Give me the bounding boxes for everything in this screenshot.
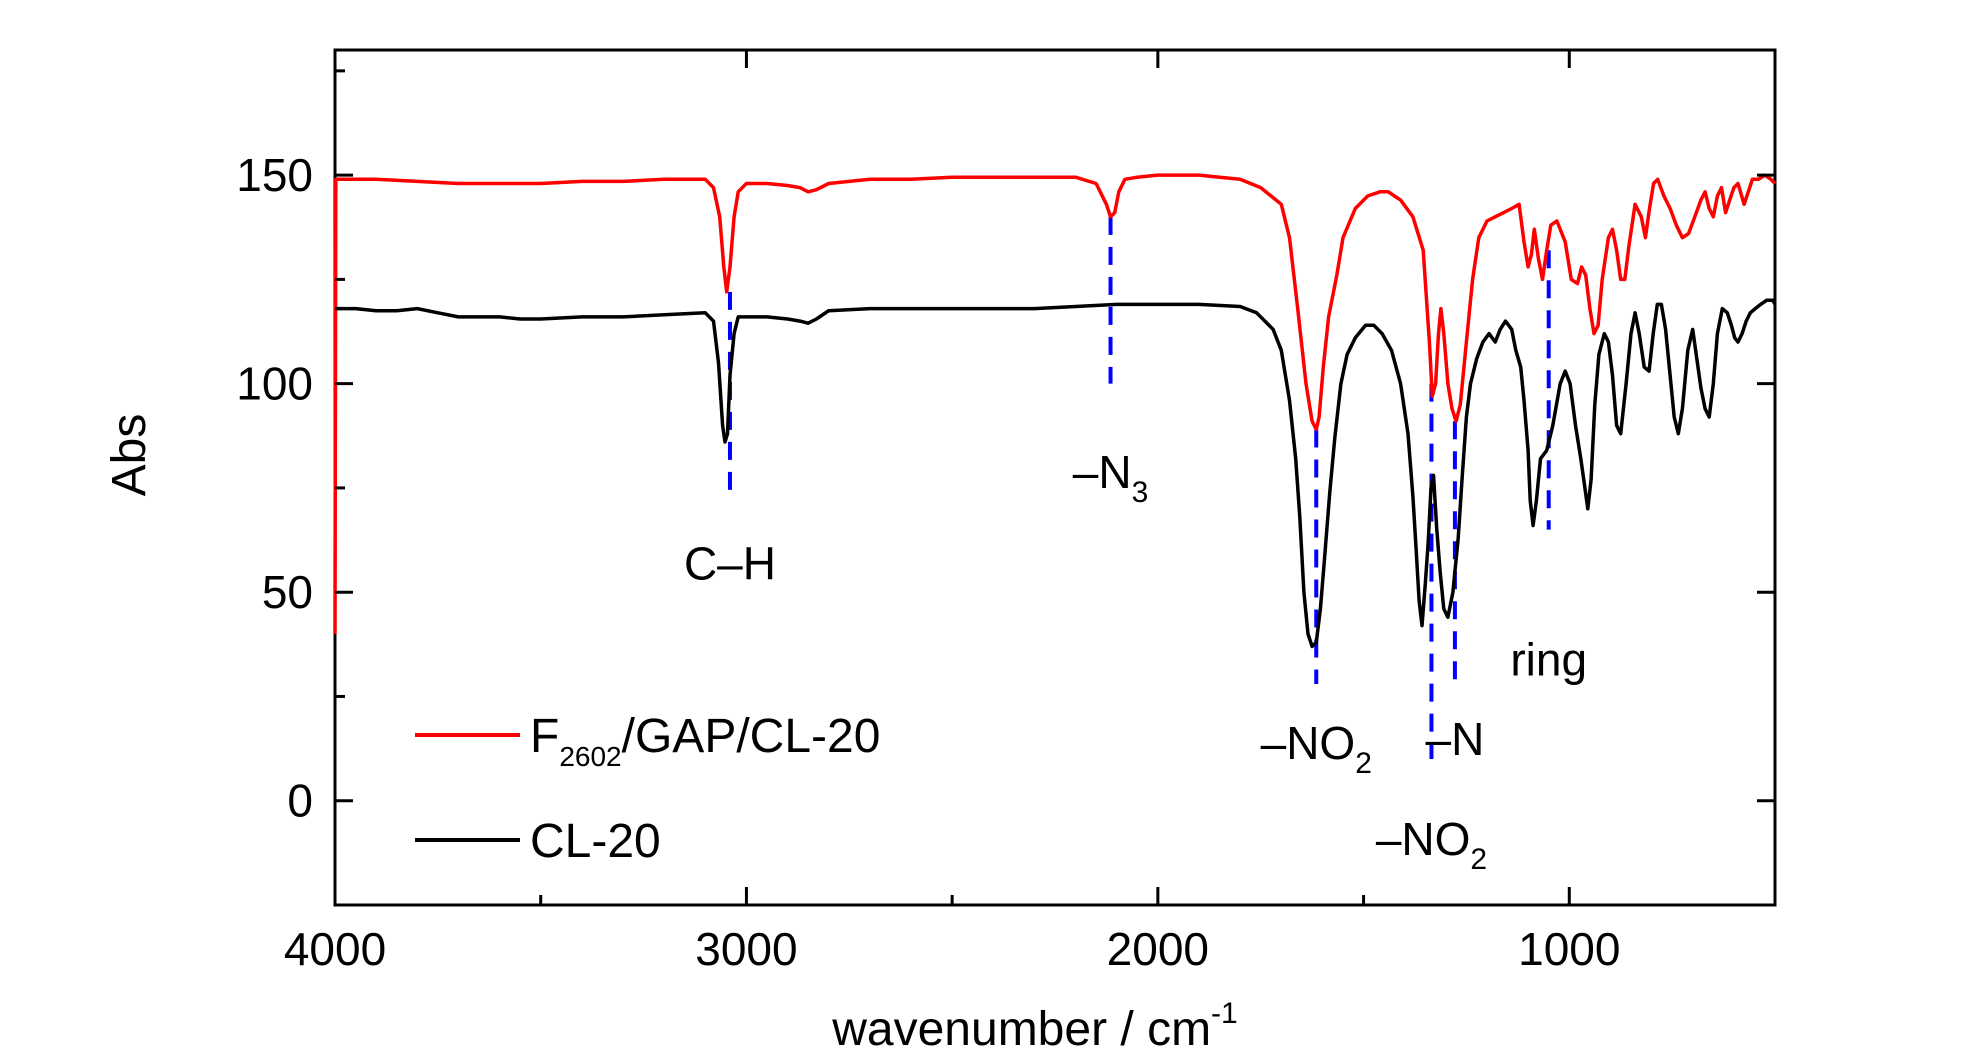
annotation-label: –N <box>1426 713 1485 765</box>
x-axis-label: wavenumber / cm-1 <box>831 997 1237 1056</box>
series-line-cl20 <box>335 298 1777 649</box>
y-tick-label: 50 <box>262 566 313 618</box>
legend-label-cl20: CL-20 <box>530 815 661 868</box>
x-tick-label: 1000 <box>1518 923 1620 975</box>
legend: F2602/GAP/CL-20 CL-20 <box>415 710 880 868</box>
annotation-label: –NO2 <box>1261 717 1372 780</box>
annotation-label: –N3 <box>1073 446 1149 509</box>
y-tick-label: 0 <box>287 775 313 827</box>
y-tick-label: 100 <box>236 358 313 410</box>
x-tick-label: 2000 <box>1107 923 1209 975</box>
series-group <box>333 173 1777 649</box>
annotation-labels: C–H –N3 –NO2–NO2 –N ring <box>684 446 1587 876</box>
x-axis-ticks: 4000 3000 2000 1000 <box>284 50 1620 975</box>
annotation-label: –NO2 <box>1376 813 1487 876</box>
x-tick-label: 3000 <box>695 923 797 975</box>
x-axis-label-superscript: -1 <box>1211 997 1238 1030</box>
series-line-f2602-gap-cl20 <box>333 173 1777 634</box>
y-axis-label: Abs <box>103 414 156 497</box>
y-axis-ticks: 0 50 100 150 <box>236 69 1775 907</box>
x-tick-label: 4000 <box>284 923 386 975</box>
legend-label-f2602-gap-cl20: F2602/GAP/CL-20 <box>530 710 880 772</box>
y-tick-label: 150 <box>236 149 313 201</box>
annotation-label: ring <box>1510 634 1587 686</box>
annotation-label: C–H <box>684 538 776 590</box>
